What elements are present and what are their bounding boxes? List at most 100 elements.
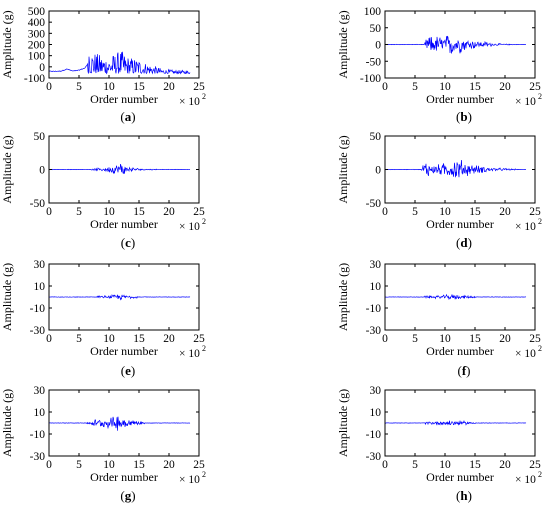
y-tick-label: 50 [370,23,382,35]
x-tick-label: 15 [133,206,145,218]
y-axis-label: Amplitude (g) [336,389,350,457]
x-tick-label: 10 [439,206,451,218]
x-tick-label: 20 [163,81,175,93]
x-tick-label: 20 [499,459,511,471]
x-tick-label: 15 [469,459,481,471]
y-tick-label: 50 [370,131,382,143]
y-tick-label: 100 [364,6,382,18]
x-exponent: 2 [538,470,542,479]
x-tick-label: 10 [103,81,115,93]
y-tick-label: 50 [34,131,46,143]
x-exponent: 2 [202,92,206,101]
x-tick-label: 25 [193,81,205,93]
x-tick-label: 15 [133,459,145,471]
panel-h: 0 5 10 15 20 25 -30 -10 10 30 Order number × 10 2 Amp… [336,385,542,503]
x-tick-label: 0 [46,206,52,218]
plot-frame-g [48,389,200,457]
x-tick-label: 5 [412,206,418,218]
y-tick-label: 10 [34,281,46,293]
y-tick-label: -50 [366,198,382,210]
series-line-h-0 [385,419,527,426]
x-tick-label: 10 [103,206,115,218]
y-tick-label: -10 [366,429,382,441]
x-axis-label: Order number [426,344,494,358]
x-tick-label: 25 [529,81,541,93]
series-line-a-0 [49,51,191,75]
y-tick-label: -100 [24,73,45,85]
x-tick-label: 0 [46,81,52,93]
x-multiplier: × 10 [515,96,536,108]
x-exponent: 2 [538,217,542,226]
x-tick-label: 10 [439,81,451,93]
x-tick-label: 10 [103,459,115,471]
x-tick-label: 10 [439,333,451,345]
y-tick-label: 10 [34,407,46,419]
x-axis-label: Order number [426,92,494,106]
y-axis-label: Amplitude (g) [0,263,14,331]
panel-caption: (f) [457,363,470,378]
panel-caption: (d) [456,235,472,250]
panel-caption: (h) [456,488,472,503]
x-tick-label: 0 [46,333,52,345]
x-tick-label: 20 [499,206,511,218]
x-multiplier: × 10 [515,348,536,360]
y-tick-label: 200 [28,40,46,52]
x-axis-label: Order number [90,217,158,231]
x-tick-label: 20 [163,459,175,471]
series-line-f-0 [385,293,527,301]
x-axis-label: Order number [90,92,158,106]
x-tick-label: 5 [76,206,82,218]
x-multiplier: × 10 [179,96,200,108]
x-tick-label: 15 [469,206,481,218]
y-tick-label: -100 [360,73,381,85]
x-tick-label: 25 [529,459,541,471]
y-tick-label: -30 [30,451,46,463]
x-multiplier: × 10 [179,221,200,233]
y-axis-label: Amplitude (g) [0,10,14,78]
series-line-d-0 [385,159,527,178]
x-multiplier: × 10 [179,474,200,486]
panel-caption: (c) [121,235,135,250]
panel-caption: (a) [120,109,135,124]
x-exponent: 2 [202,344,206,353]
x-tick-label: 5 [76,459,82,471]
x-exponent: 2 [202,217,206,226]
x-tick-label: 25 [193,333,205,345]
y-tick-label: -10 [30,429,46,441]
x-axis-label: Order number [90,344,158,358]
y-tick-label: 10 [370,407,382,419]
series-line-g-0 [49,416,191,431]
y-tick-label: -50 [366,56,382,68]
series-line-c-0 [49,163,191,174]
y-tick-label: 0 [39,62,45,74]
x-multiplier: × 10 [179,348,200,360]
series-line-e-0 [49,293,191,301]
y-tick-label: 30 [34,259,46,271]
x-tick-label: 15 [133,81,145,93]
x-tick-label: 25 [529,333,541,345]
x-tick-label: 0 [382,81,388,93]
panel-e: 0 5 10 15 20 25 -30 -10 10 30 Order number × 10 2 Amp… [0,259,206,378]
x-tick-label: 5 [412,333,418,345]
panel-caption: (e) [121,363,135,378]
panel-caption: (g) [120,488,135,503]
x-tick-label: 25 [193,206,205,218]
x-tick-label: 20 [163,206,175,218]
y-axis-label: Amplitude (g) [0,135,14,203]
y-axis-label: Amplitude (g) [0,389,14,457]
y-tick-label: 0 [375,165,381,177]
x-tick-label: 5 [412,459,418,471]
y-axis-label: Amplitude (g) [336,135,350,203]
panel-caption: (b) [456,109,472,124]
x-tick-label: 25 [193,459,205,471]
y-axis-label: Amplitude (g) [336,10,350,78]
y-tick-label: 500 [28,6,46,18]
y-tick-label: -30 [30,325,46,337]
x-exponent: 2 [202,470,206,479]
panel-f: 0 5 10 15 20 25 -30 -10 10 30 Order number × 10 2 Amp… [336,259,542,378]
plot-frame-h [384,389,536,457]
x-axis-label: Order number [426,217,494,231]
